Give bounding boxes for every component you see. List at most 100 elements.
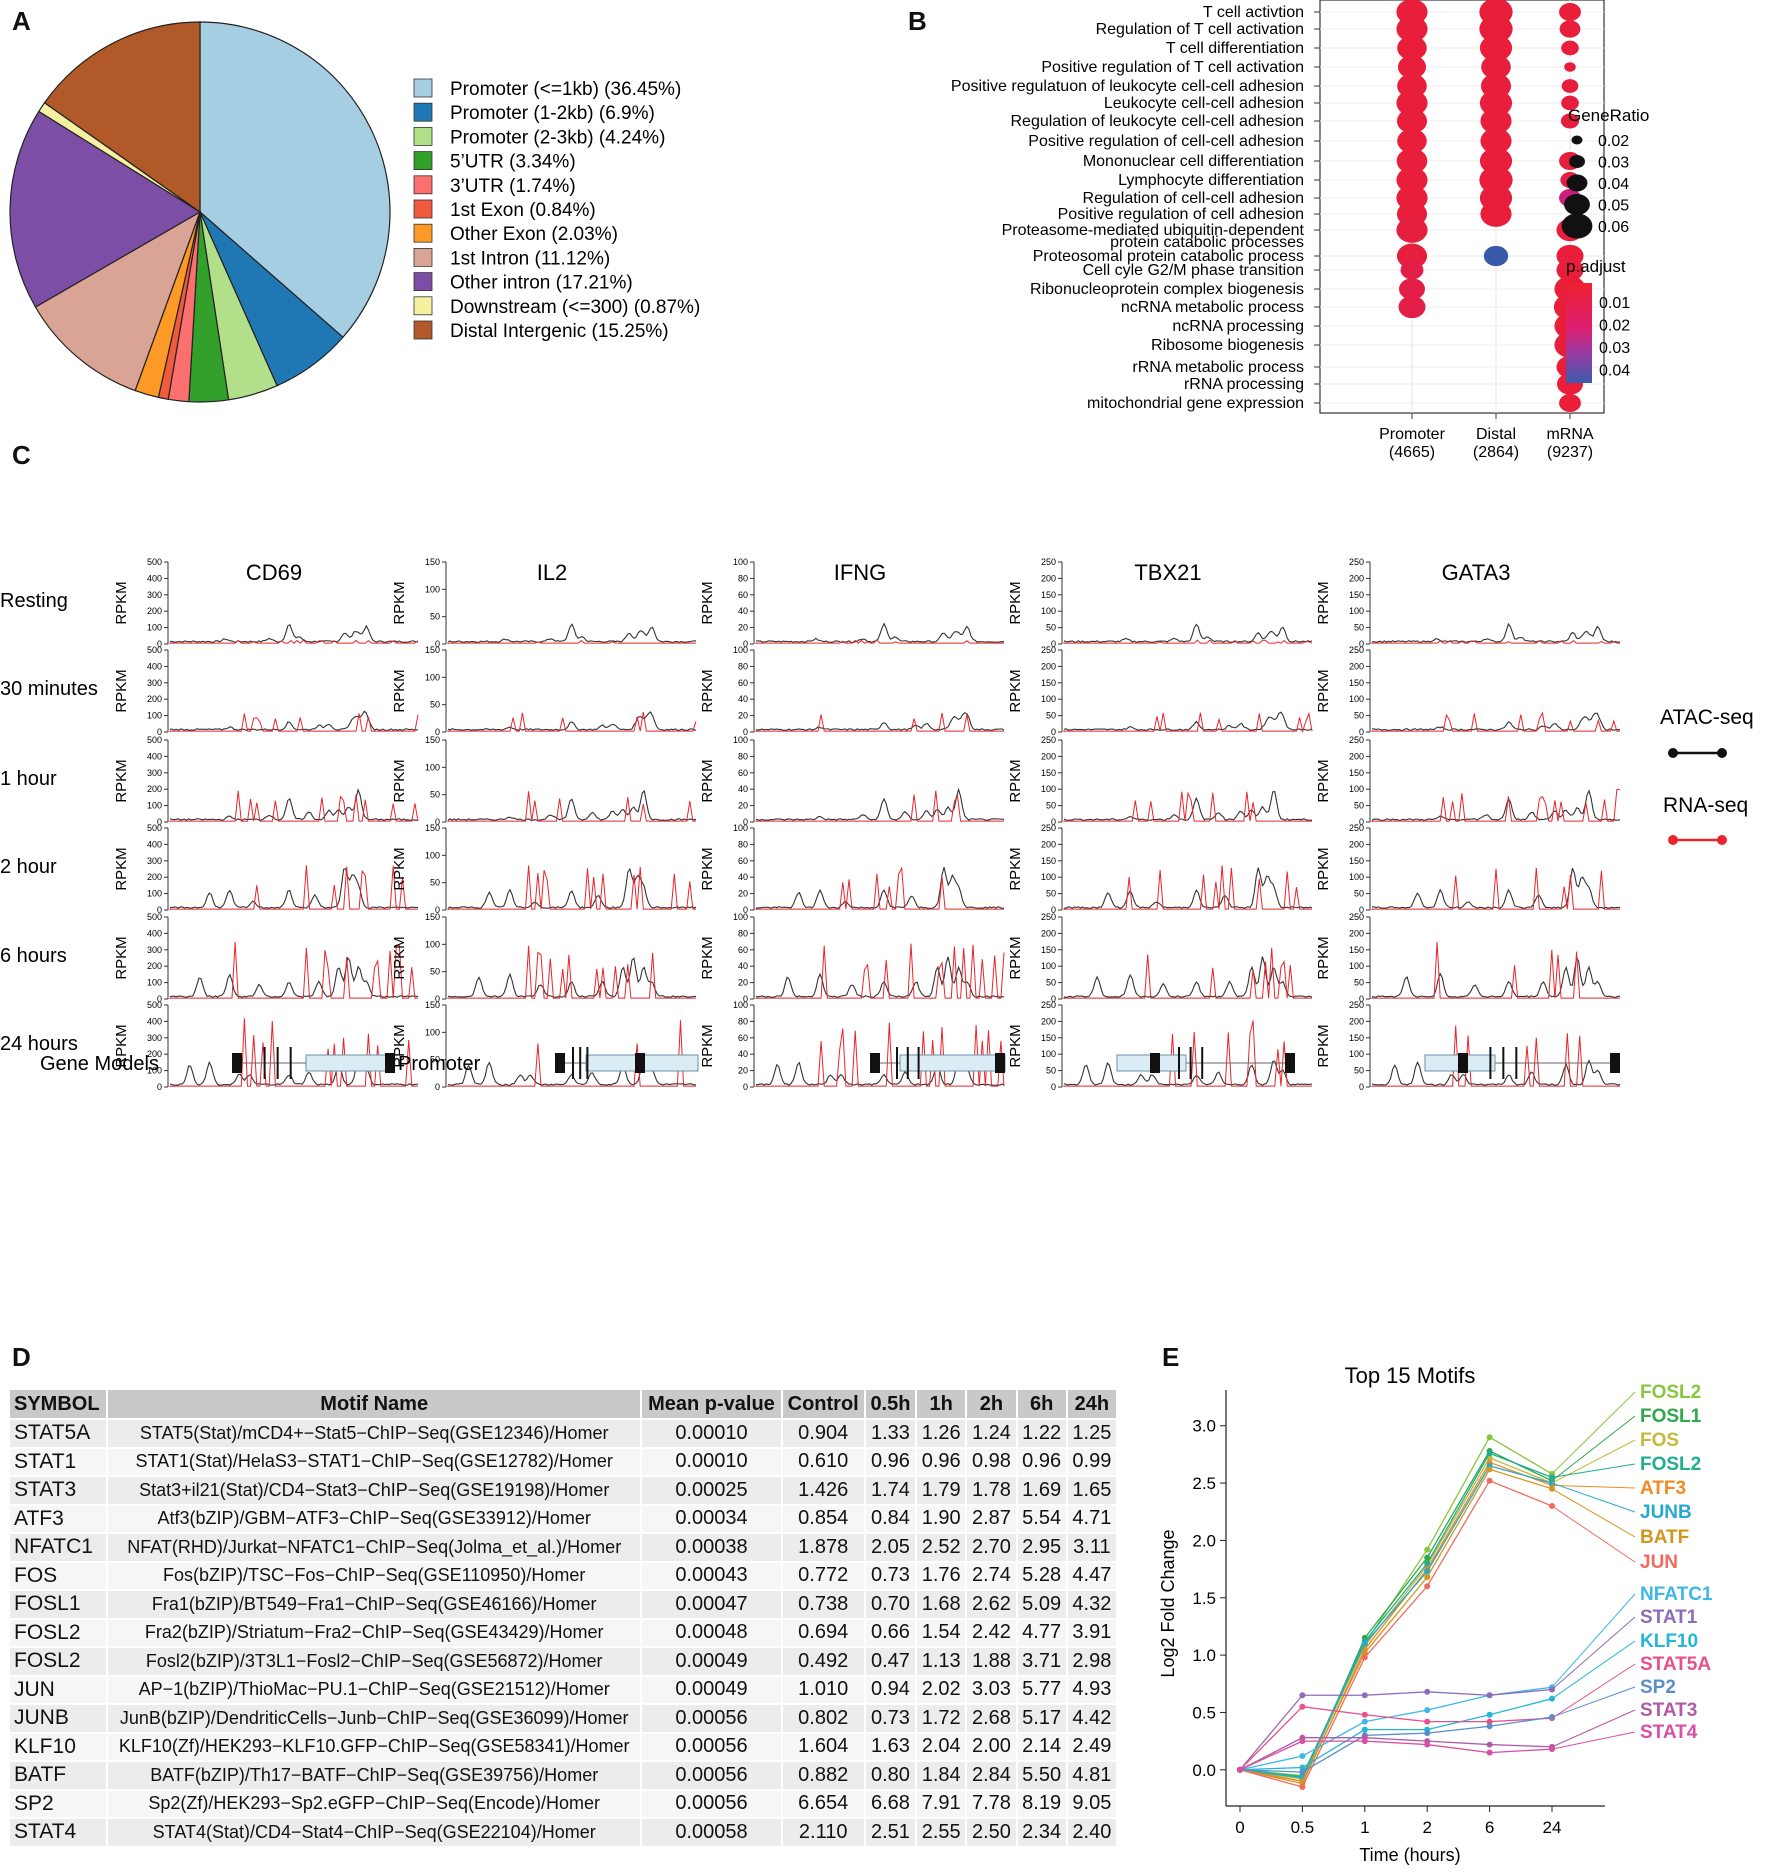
rna-track (447, 711, 697, 732)
dot-point (1397, 35, 1427, 61)
y-tick-label: 400 (147, 839, 162, 849)
size-legend-dot (1566, 174, 1588, 192)
pie-slice (9, 110, 202, 308)
y-tick-label: 50 (1354, 889, 1364, 899)
value-cell: 0.00049 (640, 1646, 783, 1677)
motif-name-cell: NFAT(RHD)/Jurkat−NFATC1−ChIP−Seq(Jolma_e… (106, 1532, 643, 1563)
value-cell: 1.79 (915, 1475, 968, 1506)
y-tick-label: 500 (147, 823, 162, 833)
value-cell: 4.81 (1065, 1760, 1119, 1791)
atac-track (755, 622, 1005, 643)
rna-track (1063, 711, 1313, 734)
rna-track (755, 712, 1004, 732)
color-legend-label: 0.03 (1599, 340, 1630, 357)
timepoint-label: Resting (0, 590, 68, 612)
value-cell: 2.98 (1065, 1646, 1119, 1677)
series-label: FOS (1640, 1430, 1679, 1451)
y-axis-label: RPKM (1315, 759, 1332, 802)
rna-track (1371, 868, 1620, 910)
rna-track (1371, 711, 1620, 732)
size-legend-label: 0.02 (1598, 133, 1629, 150)
y-tick-label: 200 (1349, 573, 1364, 583)
y-tick-label: 200 (1041, 573, 1056, 583)
value-cell: 2.87 (965, 1503, 1018, 1534)
y-axis-label: RPKM (391, 759, 408, 802)
table-row: STAT4 STAT4(Stat)/CD4−Stat4−ChIP−Seq(GSE2… (7, 1817, 1119, 1848)
value-cell: 0.00034 (640, 1503, 783, 1534)
size-legend-label: 0.06 (1598, 219, 1629, 236)
value-cell: 5.09 (1015, 1589, 1068, 1620)
series-line (1239, 1716, 1553, 1773)
legend-label: 1st Intron (11.12%) (450, 248, 610, 269)
y-tick-label: 100 (1041, 784, 1056, 794)
value-cell: 0.73 (863, 1560, 918, 1591)
value-cell: 7.78 (965, 1788, 1018, 1819)
series-point (1424, 1730, 1431, 1737)
pie-slice (199, 21, 391, 339)
value-cell: 2.95 (1015, 1532, 1068, 1563)
series-line (1239, 1452, 1553, 1778)
value-cell: 5.50 (1015, 1760, 1068, 1791)
size-legend-dot (1561, 213, 1593, 239)
value-cell: 2.42 (965, 1617, 1018, 1648)
value-cell: 2.40 (1065, 1817, 1119, 1848)
value-cell: 2.68 (965, 1703, 1018, 1734)
y-tick-label: 0 (743, 817, 748, 827)
y-axis-label: RPKM (1315, 847, 1332, 890)
y-tick-label: 0 (157, 639, 162, 649)
y-tick-label: 100 (1041, 606, 1056, 616)
timepoint-label: 6 hours (0, 945, 67, 967)
legend-swatch (413, 247, 433, 267)
y-tick-label: 150 (1349, 945, 1364, 955)
series-line (1239, 1479, 1553, 1788)
series-point (1424, 1688, 1431, 1695)
legend-swatch (413, 223, 433, 243)
timepoint-label: 1 hour (0, 768, 57, 790)
legend-swatch (413, 78, 433, 98)
symbol-cell: SP2 (7, 1788, 109, 1819)
label-connector (1551, 1709, 1636, 1748)
y-tick-label: 250 (1349, 912, 1364, 922)
value-cell: 2.55 (915, 1817, 968, 1848)
legend-swatch (413, 199, 433, 219)
y-axis-label: RPKM (699, 1024, 716, 1067)
rna-track (447, 791, 696, 822)
go-term-label: ncRNA metabolic process (1121, 299, 1304, 316)
y-tick-label: 0 (157, 905, 162, 915)
table-row: FOS Fos(bZIP)/TSC−Fos−ChIP−Seq(GSE110950)… (7, 1560, 1119, 1591)
motif-name-cell: Fra2(bZIP)/Striatum−Fra2−ChIP−Seq(GSE434… (106, 1617, 643, 1648)
x-tick-label: 0.5 (1291, 1818, 1315, 1837)
motif-name-cell: Stat3+il21(Stat)/CD4−Stat3−ChIP−Seq(GSE1… (106, 1475, 643, 1506)
pie-slice (43, 21, 201, 214)
value-cell: 1.88 (965, 1646, 1018, 1677)
series-point (1299, 1703, 1306, 1710)
y-tick-label: 100 (425, 1027, 440, 1037)
series-label: BATF (1640, 1527, 1689, 1548)
y-tick-label: 150 (1349, 1033, 1364, 1043)
series-label: FOSL2 (1640, 1454, 1701, 1475)
value-cell: 1.90 (915, 1503, 968, 1534)
y-tick-label: 0.5 (1192, 1703, 1216, 1722)
y-tick-label: 100 (1349, 606, 1364, 616)
y-tick-label: 100 (733, 557, 748, 567)
dot-point (1399, 278, 1425, 300)
gene-title: CD69 (246, 560, 302, 585)
timepoint-label: 24 hours (0, 1033, 78, 1055)
panel-label-c: C (12, 440, 31, 470)
rna-track (169, 790, 419, 822)
legend-atac-label: ATAC-seq (1660, 706, 1754, 729)
y-tick-label: 0 (157, 1082, 162, 1092)
y-tick-label: 40 (738, 961, 748, 971)
atac-track (755, 712, 1005, 732)
y-axis-label: RPKM (113, 936, 130, 979)
series-line (1239, 1740, 1553, 1771)
y-tick-label: 400 (147, 928, 162, 938)
atac-rna-tracks: CD69 IL2 IFNG TBX21 GATA3 Resting 30 minutes 1 … (0, 557, 1754, 1092)
series-point (1486, 1450, 1493, 1457)
motif-name-cell: STAT4(Stat)/CD4−Stat4−ChIP−Seq(GSE22104)… (106, 1817, 643, 1848)
table-row: ATF3 Atf3(bZIP)/GBM−ATF3−ChIP−Seq(GSE3391… (7, 1503, 1119, 1534)
value-cell: 5.17 (1015, 1703, 1068, 1734)
y-tick-label: 100 (425, 762, 440, 772)
series-point (1299, 1784, 1306, 1790)
y-tick-label: 400 (147, 661, 162, 671)
